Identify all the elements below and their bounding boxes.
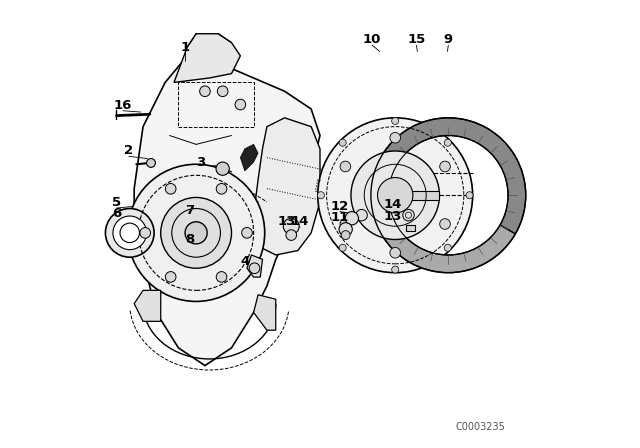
Circle shape [378,177,413,213]
Polygon shape [241,144,258,171]
Text: 15: 15 [407,34,426,47]
Circle shape [216,162,229,175]
Circle shape [235,99,246,110]
Circle shape [444,139,451,146]
Text: 14: 14 [291,215,309,228]
Circle shape [218,86,228,97]
Circle shape [466,192,473,199]
Text: 6: 6 [112,207,121,220]
Text: 9: 9 [444,34,453,47]
Circle shape [392,266,399,273]
Text: 10: 10 [363,34,381,47]
Text: 8: 8 [185,233,194,246]
Circle shape [165,271,176,282]
Circle shape [165,184,176,194]
Text: 16: 16 [114,99,132,112]
Text: 13: 13 [278,215,296,228]
Wedge shape [381,225,515,273]
Circle shape [216,271,227,282]
Circle shape [127,164,265,302]
Circle shape [317,192,324,199]
Text: 1: 1 [180,41,189,54]
Circle shape [147,159,156,168]
Circle shape [339,223,352,236]
Circle shape [440,161,451,172]
Circle shape [106,208,154,257]
Text: 5: 5 [112,196,121,209]
Polygon shape [134,56,320,366]
Circle shape [339,244,346,251]
Text: 14: 14 [384,198,402,211]
Circle shape [185,222,207,244]
Circle shape [200,86,211,97]
Text: 12: 12 [331,200,349,213]
Circle shape [390,133,401,143]
Circle shape [440,219,451,229]
Polygon shape [247,255,262,277]
Circle shape [161,198,232,268]
Circle shape [284,218,300,234]
Polygon shape [406,225,415,231]
Text: 7: 7 [185,204,194,217]
Circle shape [339,139,346,146]
Circle shape [341,231,350,240]
Circle shape [242,228,252,238]
Circle shape [340,161,351,172]
Text: 2: 2 [124,145,133,158]
Polygon shape [253,295,276,330]
Circle shape [286,230,296,241]
Circle shape [392,117,399,125]
Circle shape [340,219,351,229]
Polygon shape [174,34,241,82]
Circle shape [345,211,358,225]
Text: C0003235: C0003235 [456,422,506,432]
Circle shape [403,209,414,221]
Circle shape [444,244,451,251]
Circle shape [356,209,367,221]
Text: 3: 3 [196,155,205,168]
Text: 11: 11 [331,211,349,224]
Polygon shape [134,290,161,321]
Circle shape [113,216,147,250]
Text: 13: 13 [384,210,402,223]
Polygon shape [253,118,320,255]
Polygon shape [387,191,440,200]
Circle shape [216,184,227,194]
Wedge shape [371,118,525,234]
Circle shape [351,151,440,240]
Circle shape [249,263,260,274]
Circle shape [318,118,473,273]
Text: 4: 4 [240,255,250,268]
Circle shape [140,228,150,238]
Circle shape [390,247,401,258]
